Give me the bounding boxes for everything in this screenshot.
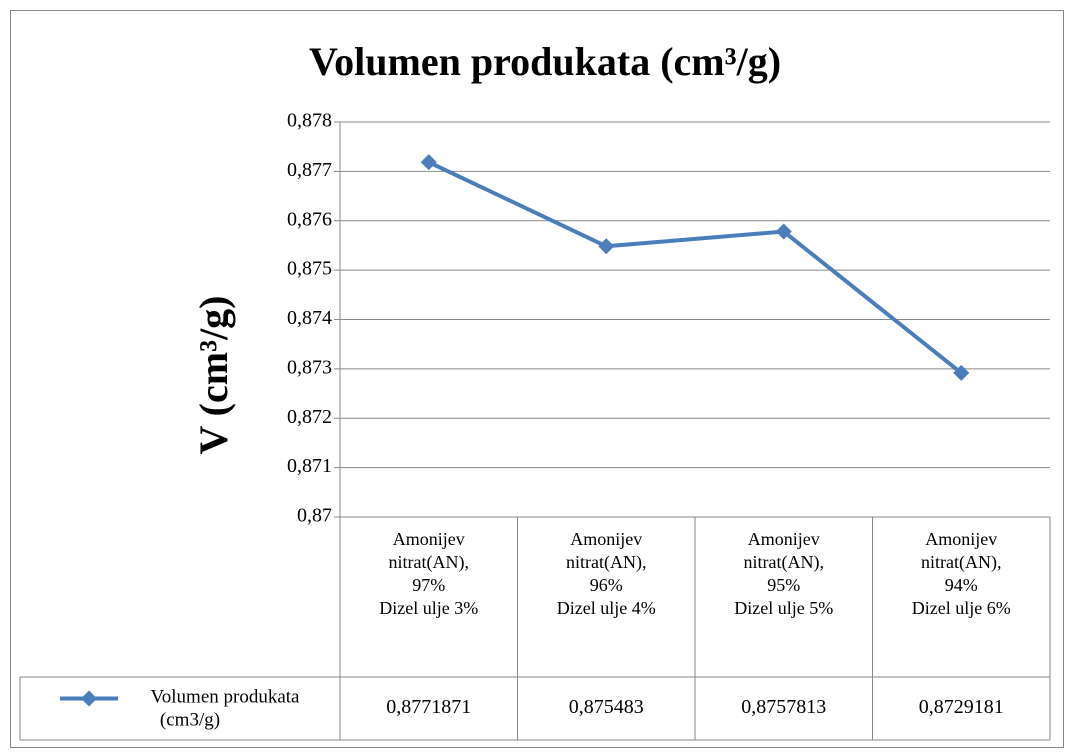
y-tick-label: 0,874 [287, 307, 332, 329]
y-tick-label: 0,871 [287, 455, 332, 477]
data-point [953, 364, 970, 381]
chart-border [10, 10, 1064, 748]
table-value: 0,8771871 [386, 696, 471, 718]
series-line [427, 160, 963, 375]
chart-title: Volumen produkata (cm³/g) [309, 39, 781, 84]
y-tick-label: 0,876 [287, 208, 332, 230]
x-tick-label: Amonijev nitrat(AN), 97% Dizel ulje 3% [379, 529, 479, 618]
data-point [598, 238, 615, 255]
y-tick-label: 0,878 [287, 110, 332, 132]
legend-marker [81, 690, 97, 707]
data-point [420, 154, 437, 171]
y-tick-label: 0,872 [287, 406, 332, 428]
y-axis-label: V (cm³/g) [191, 296, 236, 455]
y-tick-label: 0,877 [287, 159, 332, 181]
y-tick-label: 0,87 [297, 505, 332, 527]
table-value: 0,8757813 [741, 696, 826, 718]
table-value: 0,8729181 [919, 696, 1004, 718]
y-tick-label: 0,873 [287, 356, 332, 378]
table-value: 0,875483 [569, 696, 644, 718]
x-tick-label: Amonijev nitrat(AN), 95% Dizel ulje 5% [734, 529, 834, 618]
data-point [775, 223, 792, 240]
x-tick-label: Amonijev nitrat(AN), 96% Dizel ulje 4% [556, 529, 656, 618]
x-tick-label: Amonijev nitrat(AN), 94% Dizel ulje 6% [911, 529, 1011, 618]
y-tick-label: 0,875 [287, 258, 332, 280]
legend-label: Volumen produkata (cm3/g) [151, 687, 301, 731]
